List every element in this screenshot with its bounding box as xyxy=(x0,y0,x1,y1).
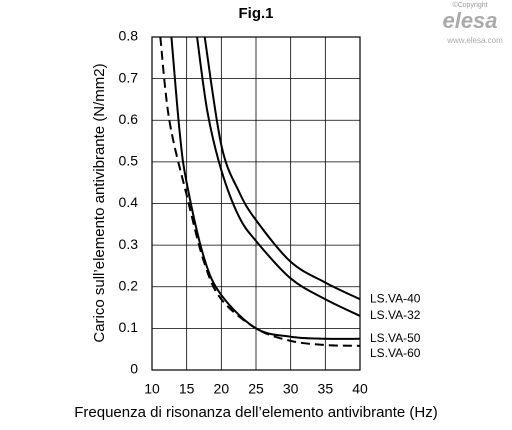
legend-label: LS.VA-32 xyxy=(370,308,421,322)
watermark-brand: elesa xyxy=(442,8,497,33)
y-tick-label: 0 xyxy=(130,361,138,377)
x-tick-label: 15 xyxy=(179,381,195,397)
y-axis-label: Carico sull’elemento antivibrante (N/mm2… xyxy=(91,63,108,342)
series-line xyxy=(159,36,361,347)
chart-title: Fig.1 xyxy=(238,5,273,22)
series-line xyxy=(196,36,361,317)
x-tick-label: 40 xyxy=(352,381,368,397)
y-tick-label: 0.2 xyxy=(119,277,139,293)
x-tick-label: 35 xyxy=(318,381,334,397)
legend-label: LS.VA-60 xyxy=(370,346,421,360)
y-tick-label: 0.7 xyxy=(119,69,139,85)
watermark-copyright: ©Copyright xyxy=(452,1,487,9)
y-tick-label: 0.6 xyxy=(119,111,139,127)
series-line xyxy=(203,36,361,301)
x-tick-label: 10 xyxy=(144,381,160,397)
plot-frame xyxy=(151,36,361,371)
series-line xyxy=(170,36,361,340)
legend-label: LS.VA-40 xyxy=(370,291,421,305)
watermark-url: www.elesa.com xyxy=(446,36,503,45)
y-tick-label: 0.5 xyxy=(119,153,139,169)
x-tick-label: 25 xyxy=(248,381,264,397)
y-tick-label: 0.1 xyxy=(119,319,139,335)
y-tick-label: 0.3 xyxy=(119,236,139,252)
legend-label: LS.VA-50 xyxy=(370,331,421,345)
y-tick-label: 0.4 xyxy=(119,194,139,210)
y-tick-label: 0.8 xyxy=(119,28,139,44)
x-axis-label: Frequenza di risonanza dell’elemento ant… xyxy=(74,404,438,421)
x-tick-label: 30 xyxy=(283,381,299,397)
x-tick-label: 20 xyxy=(214,381,230,397)
